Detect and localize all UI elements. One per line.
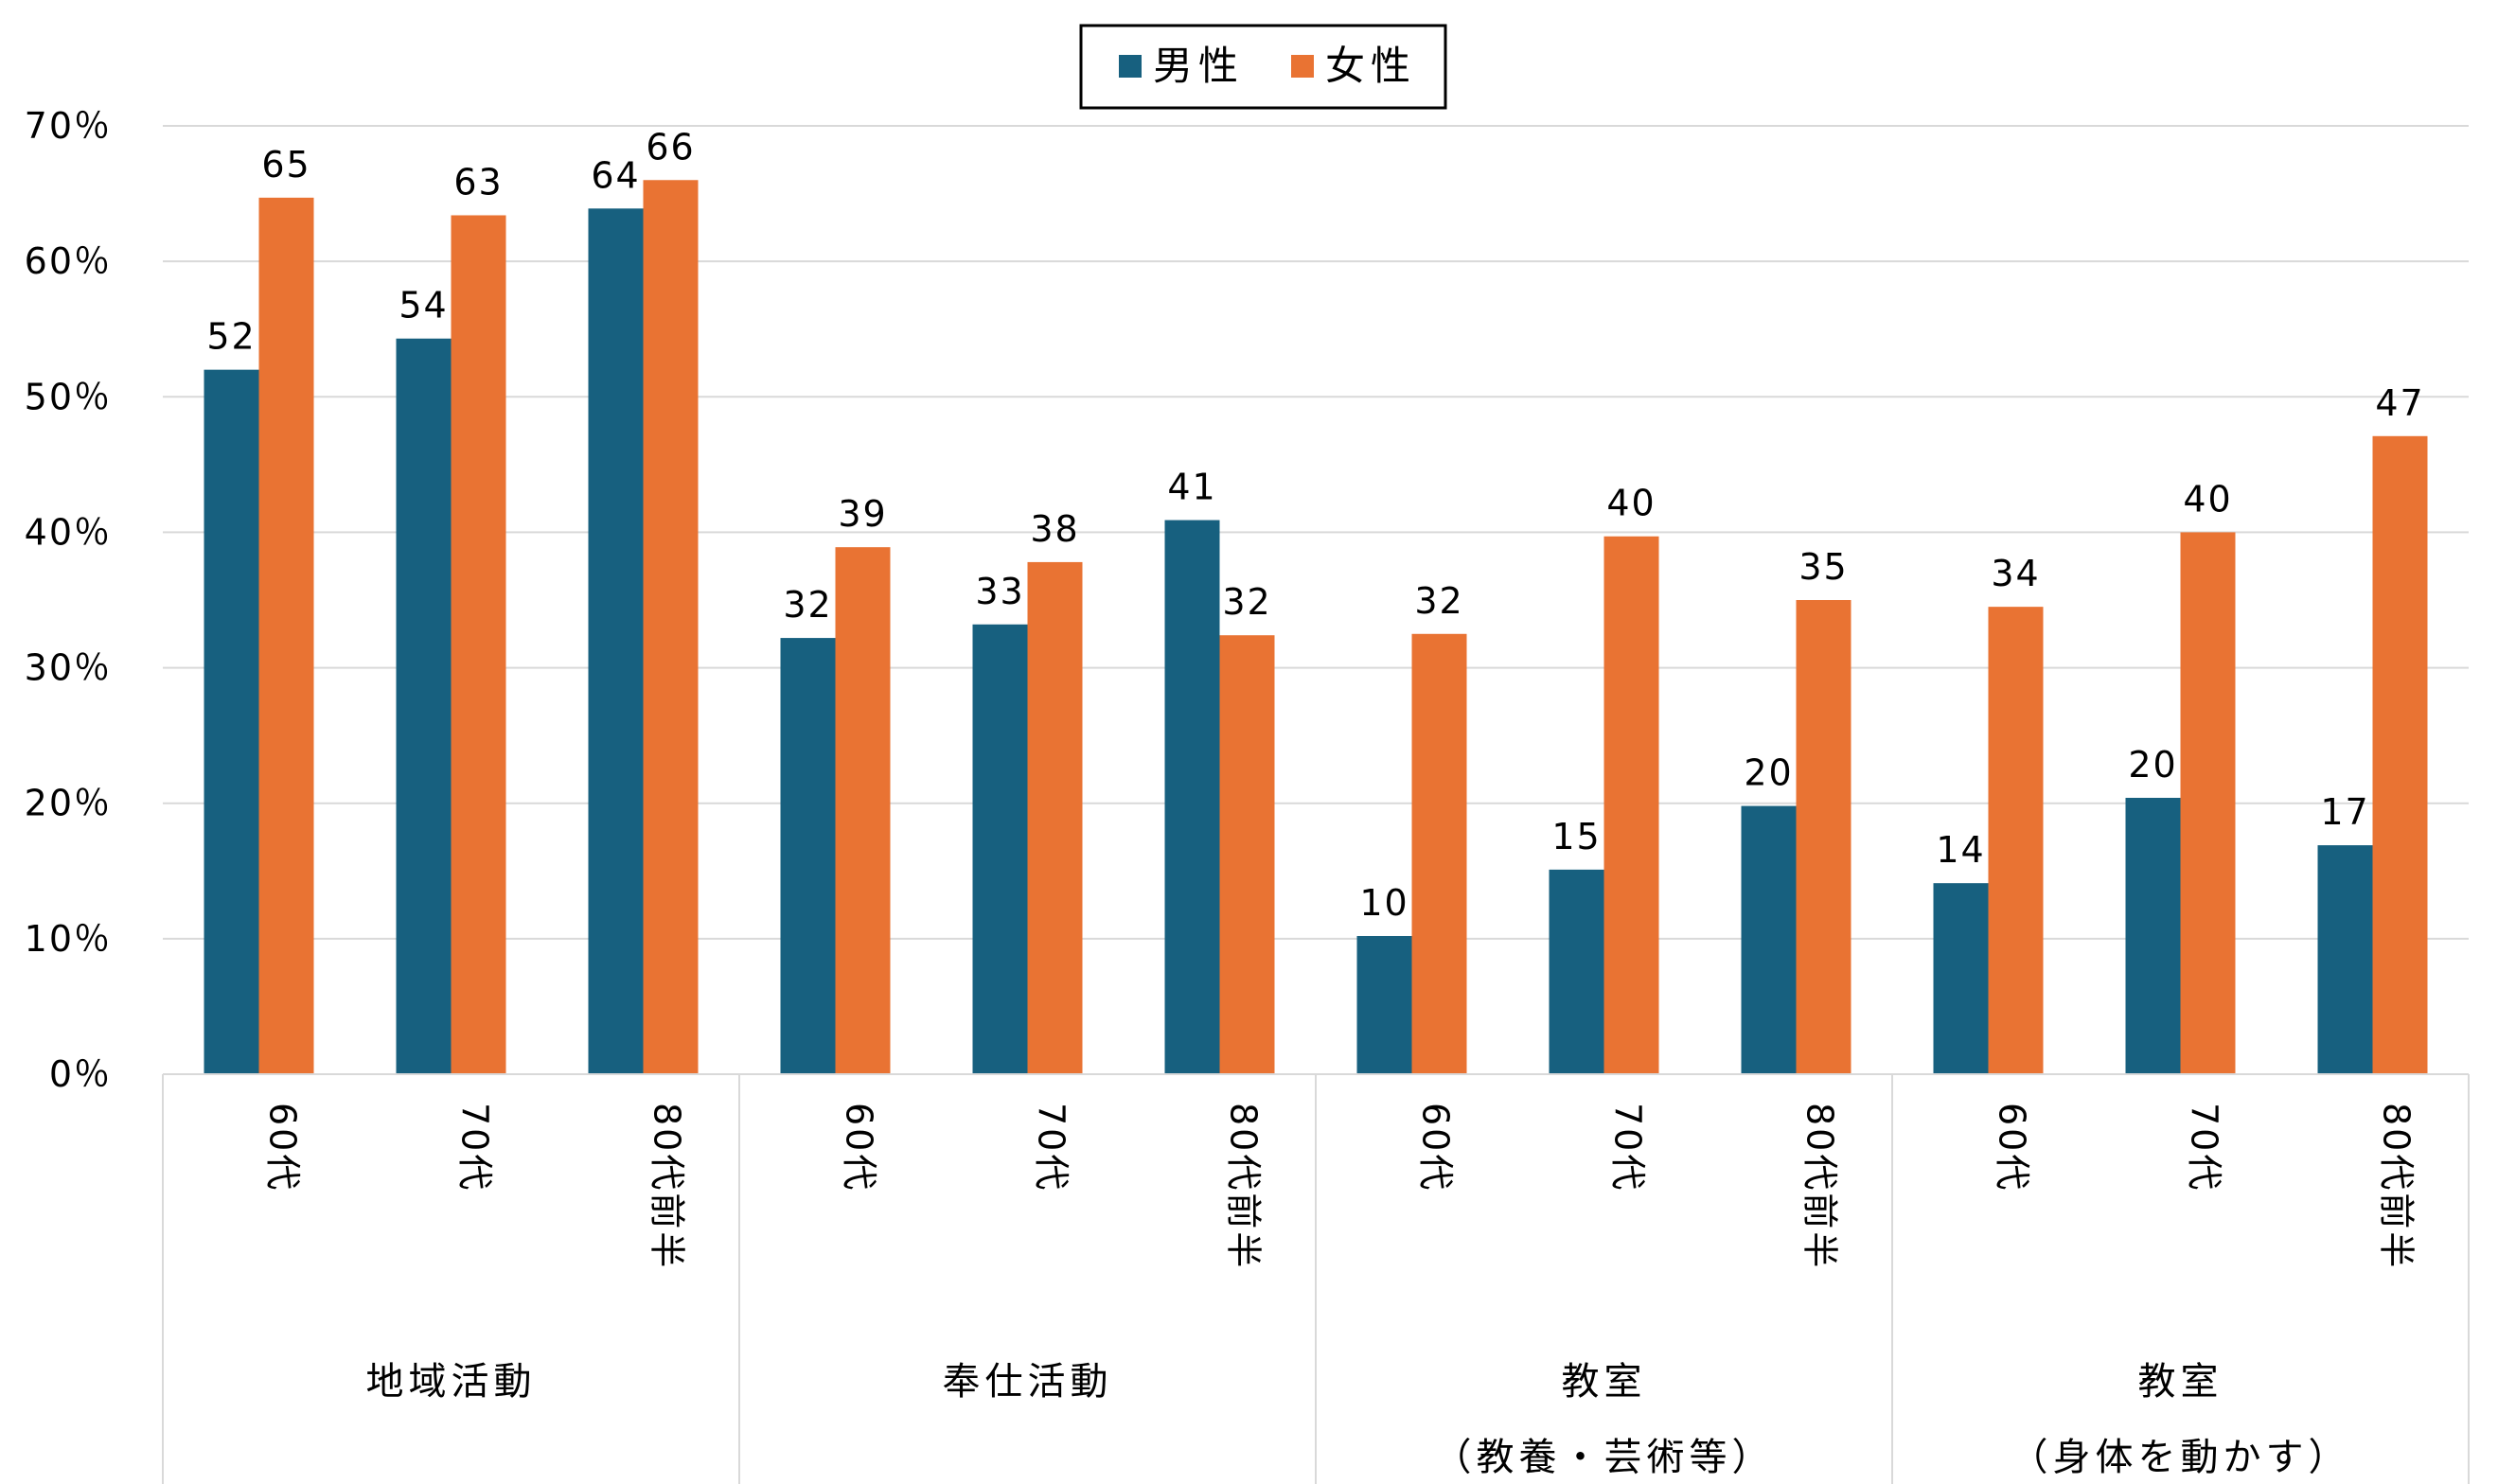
bar-male [2125,797,2181,1074]
category-label: 70代 [454,1103,496,1192]
category-label: 60代 [1992,1103,2033,1192]
legend-swatch-female [1291,55,1314,78]
data-label: 32 [1222,581,1271,623]
category-label: 70代 [1031,1103,1072,1192]
bar-female [1219,635,1275,1074]
group-label: 地域活動 [366,1360,537,1404]
category-label: 80代前半 [1799,1103,1841,1270]
bar-male [1356,935,1412,1074]
category-label: 70代 [2184,1103,2225,1192]
data-label: 40 [2183,478,2232,520]
bar-male [204,369,259,1075]
y-axis: 0％ 10％ 20％ 30％ 40％ 50％ 60％ 70％ [25,105,112,1095]
data-label: 63 [453,161,503,203]
data-label: 32 [783,584,832,626]
data-label: 41 [1167,467,1216,508]
data-label: 20 [2128,744,2177,786]
y-tick-label: 60％ [25,240,112,282]
category-label: 80代前半 [2376,1103,2418,1270]
category-label: 60代 [839,1103,880,1192]
data-label: 39 [838,493,887,535]
bar-male [1933,883,1989,1074]
group-label: 奉仕活動 [943,1360,1113,1404]
legend-label-female: 女性 [1325,43,1416,89]
bar-male [972,624,1028,1074]
y-tick-label: 50％ [25,376,112,417]
bar-male [588,208,644,1074]
y-tick-label: 20％ [25,783,112,824]
bar-female [2372,435,2428,1075]
legend: 男性 女性 [1079,24,1447,110]
category-label: 60代 [1415,1103,1457,1192]
y-tick-label: 10％ [25,918,112,960]
bar-female [1027,561,1083,1074]
data-label: 65 [261,144,310,186]
bar-male [1741,805,1797,1074]
data-label: 66 [646,126,695,168]
y-tick-label: 0％ [49,1053,112,1095]
legend-box [1079,24,1447,110]
category-label: 80代前半 [647,1103,688,1270]
data-label: 47 [2375,382,2424,424]
bar-female [2180,532,2236,1074]
data-label: 10 [1359,882,1408,924]
y-tick-label: 40％ [25,511,112,553]
y-tick-label: 70％ [25,105,112,147]
group-label: （教養・芸術等） [1434,1436,1775,1479]
data-label: 52 [206,316,256,358]
bar-female [835,547,891,1074]
gridlines [163,125,2469,1075]
bar-female [1411,633,1467,1074]
group-label: 教室 [2138,1360,2223,1404]
data-label: 64 [591,154,640,196]
data-label: 38 [1030,508,1079,550]
data-label: 17 [2320,791,2369,833]
legend-label-male: 男性 [1153,43,1244,89]
bar-female [1603,536,1659,1074]
data-label: 34 [1991,553,2040,594]
category-label: 80代前半 [1223,1103,1265,1270]
legend-swatch-male [1119,55,1142,78]
bar-female [1988,607,2044,1074]
data-label: 33 [975,571,1024,612]
data-label: 54 [399,285,448,327]
data-label: 14 [1936,829,1985,871]
group-label: 教室 [1562,1360,1647,1404]
category-label: 70代 [1607,1103,1649,1192]
data-label: 35 [1798,546,1848,588]
bar-male [1164,520,1220,1074]
bar-male [2317,845,2373,1074]
group-label: （身体を動かす） [2011,1436,2351,1479]
bar-female [451,215,506,1074]
bar-female [258,197,314,1074]
data-label: 40 [1606,483,1656,524]
data-label: 32 [1414,580,1463,622]
category-label: 60代 [262,1103,304,1192]
bar-male [780,638,836,1074]
bars [204,180,2428,1075]
bar-male [1549,869,1604,1074]
bar-male [396,338,452,1075]
data-label: 15 [1551,816,1601,857]
y-tick-label: 30％ [25,647,112,689]
bar-female [643,180,699,1074]
bar-female [1796,600,1851,1074]
data-label: 20 [1744,752,1793,794]
